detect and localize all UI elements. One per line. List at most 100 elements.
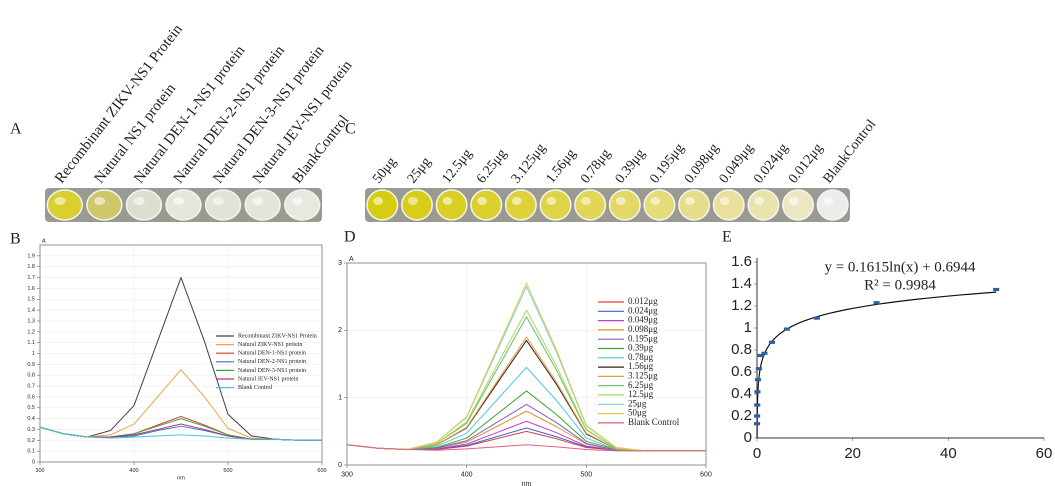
well <box>817 190 847 220</box>
y-tick-label: 1 <box>744 319 752 336</box>
well-highlight <box>720 197 730 205</box>
y-tick-label: 2 <box>338 327 342 334</box>
x-tick-label: 20 <box>844 445 861 462</box>
y-tick-label: 0.9 <box>27 362 35 368</box>
fit-equation: y = 0.1615ln(x) + 0.6944 <box>824 259 976 275</box>
well-highlight <box>54 197 65 205</box>
y-tick-label: 3 <box>338 260 342 267</box>
well <box>206 190 241 220</box>
y-tick-label: 1.8 <box>27 264 35 270</box>
legend-label: Natural DEN-1-NS1 protein <box>238 351 306 357</box>
well-highlight <box>292 197 303 205</box>
well <box>610 190 640 220</box>
data-point <box>754 391 760 393</box>
y-tick-label: 1.6 <box>731 253 752 270</box>
data-point <box>758 354 764 356</box>
data-point <box>754 415 760 417</box>
well-highlight <box>685 197 695 205</box>
legend-label: Recombinant ZIKV-NS1 Protein <box>238 333 317 339</box>
well-highlight <box>252 197 263 205</box>
y-tick-label: 1.7 <box>27 275 35 281</box>
panel-letter: E <box>722 229 732 246</box>
well <box>402 190 432 220</box>
well <box>87 190 122 220</box>
well <box>714 190 744 220</box>
data-point <box>769 341 775 343</box>
well <box>285 190 320 220</box>
x-tick-label: 300 <box>35 468 44 474</box>
x-tick-label: 500 <box>223 468 232 474</box>
well-highlight <box>173 197 184 205</box>
legend-label: Natural DEN-2-NS1 protein <box>238 359 306 365</box>
y-tick-label: 1.2 <box>731 297 752 314</box>
x-axis-label: nm <box>177 476 185 482</box>
panel-letter: A <box>10 121 22 138</box>
y-tick-label: 1 <box>338 395 342 402</box>
y-tick-label: 0.3 <box>27 427 35 433</box>
y-axis-label: A <box>42 238 46 244</box>
well-highlight <box>134 197 145 205</box>
well <box>367 190 397 220</box>
panel-letter: C <box>345 121 356 138</box>
y-tick-label: 0.6 <box>731 363 752 380</box>
well-highlight <box>581 197 591 205</box>
well <box>47 190 82 220</box>
y-tick-label: 0.4 <box>27 416 35 422</box>
y-tick-label: 0.2 <box>27 438 35 444</box>
data-point <box>874 302 880 304</box>
well-highlight <box>754 197 764 205</box>
y-tick-label: 0 <box>338 462 342 469</box>
x-tick-label: 500 <box>580 471 592 478</box>
well <box>127 190 162 220</box>
data-point <box>756 368 762 370</box>
x-tick-label: 400 <box>461 471 473 478</box>
y-tick-label: 0.5 <box>27 405 35 411</box>
background <box>0 0 1055 486</box>
well <box>245 190 280 220</box>
well-highlight <box>512 197 522 205</box>
y-axis-label: A <box>349 256 354 263</box>
well-highlight <box>373 197 383 205</box>
legend-label: Natural DEN-3-NS1 protein <box>238 368 306 374</box>
y-tick-label: 0.1 <box>27 449 35 455</box>
well <box>575 190 605 220</box>
y-tick-label: 1.6 <box>27 286 35 292</box>
legend-label: Blank Control <box>238 385 272 391</box>
legend-label: Blank Control <box>628 417 680 427</box>
well <box>748 190 778 220</box>
r-squared: R² = 0.9984 <box>864 277 936 293</box>
data-point <box>814 317 820 319</box>
data-point <box>754 423 760 425</box>
data-point <box>754 404 760 406</box>
data-point <box>784 328 790 330</box>
well <box>783 190 813 220</box>
y-tick-label: 1.4 <box>27 308 35 314</box>
well <box>679 190 709 220</box>
x-tick-label: 600 <box>317 468 326 474</box>
y-tick-label: 1.4 <box>731 275 752 292</box>
well-highlight <box>824 197 834 205</box>
y-tick-label: 0.7 <box>27 384 35 390</box>
y-tick-label: 0.4 <box>731 385 752 402</box>
x-tick-label: 300 <box>341 471 353 478</box>
panel-letter: B <box>10 231 21 248</box>
well-highlight <box>408 197 418 205</box>
well-highlight <box>547 197 557 205</box>
well <box>471 190 501 220</box>
well <box>166 190 201 220</box>
well <box>644 190 674 220</box>
y-tick-label: 1.1 <box>27 340 35 346</box>
figure: ARecombinant ZIKV-NS1 ProteinNatural NS1… <box>0 0 1055 486</box>
well-highlight <box>616 197 626 205</box>
y-tick-label: 1.5 <box>27 297 35 303</box>
y-tick-label: 1.9 <box>27 253 35 259</box>
y-tick-label: 1.3 <box>27 318 35 324</box>
y-tick-label: 0.8 <box>27 373 35 379</box>
data-point <box>993 288 999 290</box>
y-tick-label: 0 <box>744 429 752 446</box>
y-tick-label: 0.6 <box>27 394 35 400</box>
y-tick-label: 1.2 <box>27 329 35 335</box>
well-highlight <box>789 197 799 205</box>
well <box>436 190 466 220</box>
y-tick-label: 0 <box>32 459 35 465</box>
